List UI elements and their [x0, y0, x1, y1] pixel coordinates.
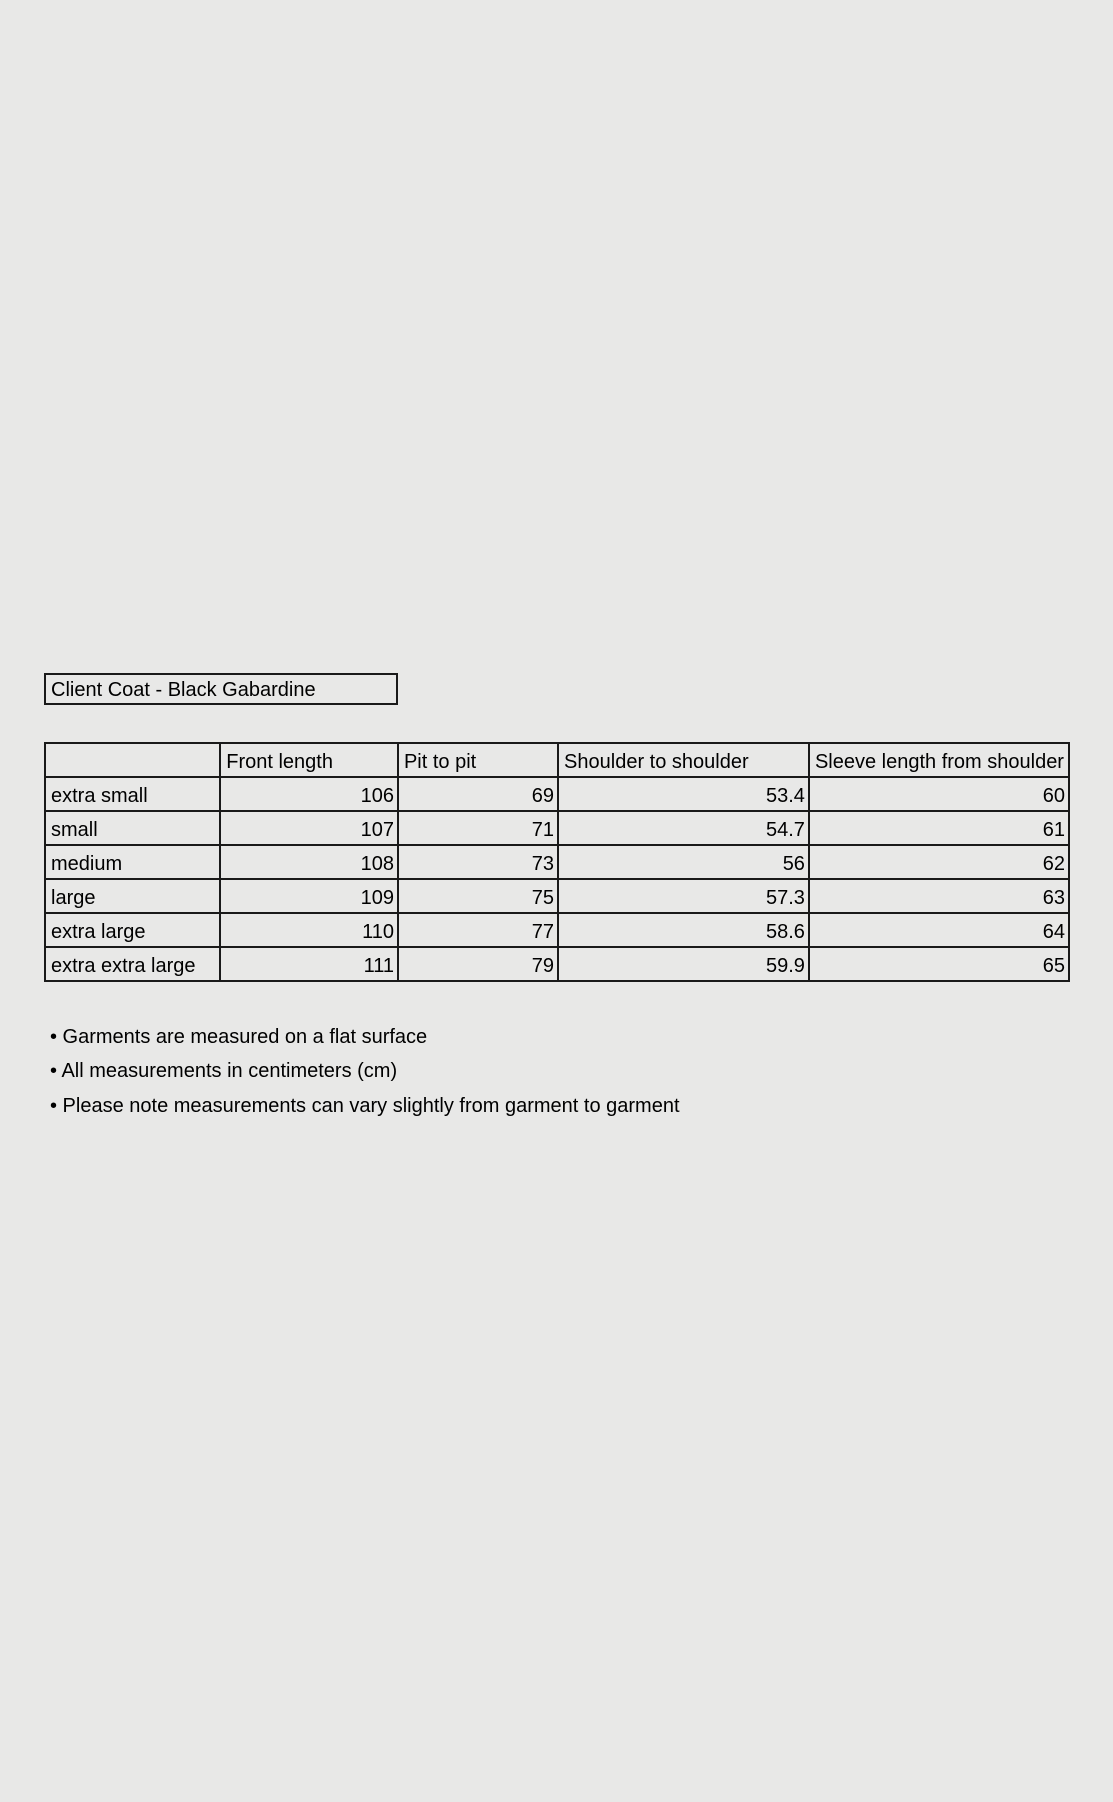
measurement-cell: 73: [396, 844, 560, 880]
size-label: large: [43, 878, 222, 914]
measurement-cell: 63: [807, 878, 1071, 914]
size-label: extra large: [43, 912, 222, 948]
size-label: medium: [43, 844, 222, 880]
table-row: large 109 75 57.3 63: [43, 878, 1071, 914]
table-row: extra small 106 69 53.4 60: [43, 776, 1071, 812]
measurement-cell: 58.6: [557, 912, 810, 948]
measurement-cell: 54.7: [557, 810, 810, 846]
table-row: medium 108 73 56 62: [43, 844, 1071, 880]
measurement-cell: 57.3: [557, 878, 810, 914]
header-row: Front length Pit to pit Shoulder to should…: [43, 742, 1071, 778]
measurement-cell: 71: [396, 810, 560, 846]
column-header: Shoulder to shoulder: [557, 742, 810, 778]
column-header: Front length: [219, 742, 399, 778]
column-header: Sleeve length from shoulder: [807, 742, 1071, 778]
measurement-cell: 108: [219, 844, 399, 880]
measurement-cell: 64: [807, 912, 1071, 948]
size-label: extra small: [43, 776, 222, 812]
measurement-cell: 65: [807, 946, 1071, 982]
table-row: extra large 110 77 58.6 64: [43, 912, 1071, 948]
note-item: • Garments are measured on a flat surfac…: [50, 1026, 428, 1048]
chart-title: Client Coat - Black Gabardine: [44, 673, 398, 705]
size-label: small: [43, 810, 222, 846]
measurement-cell: 60: [807, 776, 1071, 812]
measurement-cell: 69: [396, 776, 560, 812]
measurement-cell: 110: [219, 912, 399, 948]
measurement-cell: 61: [807, 810, 1071, 846]
notes-list: • Garments are measured on a flat surfac…: [50, 1022, 680, 1125]
measurement-cell: 56: [557, 844, 810, 880]
note-item: • Please note measurements can vary slig…: [50, 1094, 680, 1117]
measurement-cell: 111: [219, 946, 399, 982]
measurement-cell: 77: [396, 912, 560, 948]
column-header: [43, 742, 222, 778]
measurement-cell: 59.9: [557, 946, 810, 982]
measurement-cell: 109: [219, 878, 399, 914]
measurement-cell: 75: [396, 878, 560, 914]
measurement-cell: 107: [219, 810, 399, 846]
table-row: extra extra large 111 79 59.9 65: [43, 946, 1071, 982]
measurement-cell: 53.4: [557, 776, 810, 812]
measurement-cell: 62: [807, 844, 1071, 880]
note-item: • All measurements in centimeters (cm): [50, 1060, 398, 1083]
size-label: extra extra large: [43, 946, 222, 982]
table-row: small 107 71 54.7 61: [43, 810, 1071, 846]
column-header: Pit to pit: [396, 742, 560, 778]
measurement-cell: 106: [219, 776, 399, 812]
size-chart-table: Front length Pit to pit Shoulder to should…: [43, 742, 1071, 982]
measurement-cell: 79: [396, 946, 560, 982]
